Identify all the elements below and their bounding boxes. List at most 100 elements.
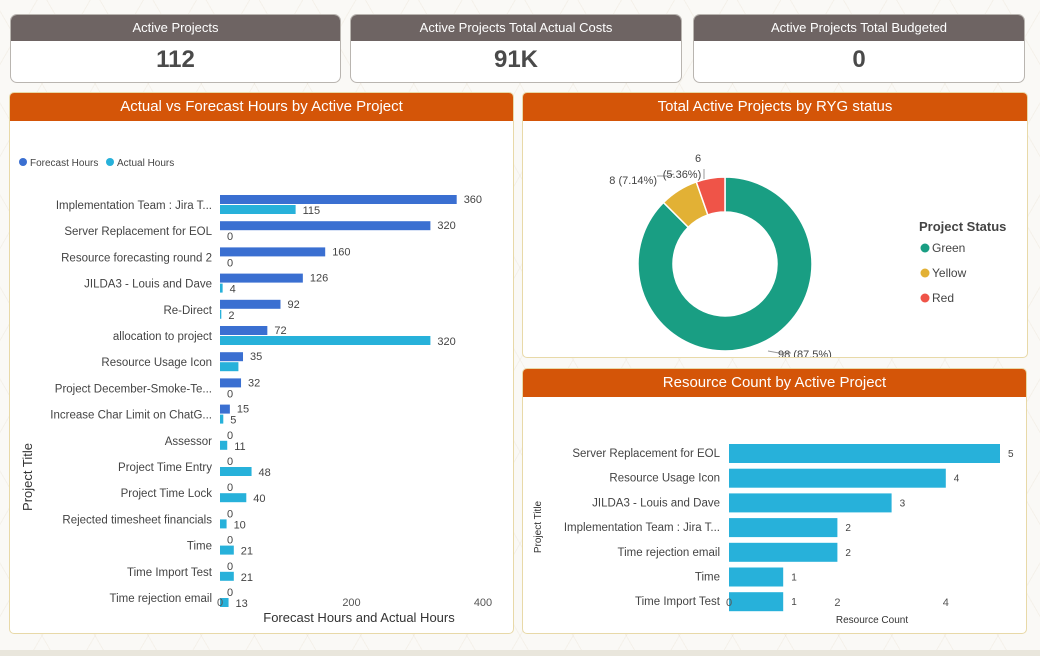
y-tick-label: Time Import Test bbox=[127, 567, 213, 579]
actual-data-label: 21 bbox=[241, 546, 253, 558]
legend-label-yellow: Yellow bbox=[932, 266, 967, 280]
yellow-data-label: 8 (7.14%) bbox=[609, 175, 657, 187]
forecast-data-label: 0 bbox=[227, 508, 233, 520]
y-tick-label: Assessor bbox=[165, 436, 212, 448]
y-tick-label: Time Import Test bbox=[635, 596, 721, 608]
resource-bar bbox=[729, 493, 892, 513]
forecast-data-label: 0 bbox=[227, 535, 233, 547]
resource-data-label: 4 bbox=[954, 474, 960, 485]
x-tick-label: 4 bbox=[943, 597, 949, 609]
actual-bar bbox=[220, 467, 252, 476]
kpi-total-budgeted[interactable]: Active Projects Total Budgeted 0 bbox=[693, 14, 1025, 83]
x-tick-label: 2 bbox=[834, 597, 840, 609]
x-tick-label: 0 bbox=[726, 597, 732, 609]
resource-data-label: 3 bbox=[900, 498, 906, 509]
actual-bar bbox=[220, 519, 227, 529]
actual-data-label: 4 bbox=[230, 284, 236, 296]
legend-label-actual: Actual Hours bbox=[117, 158, 174, 169]
kpi-value: 91K bbox=[493, 46, 539, 73]
forecast-bar bbox=[220, 352, 244, 362]
forecast-data-label: 15 bbox=[237, 404, 249, 416]
actual-data-label: 0 bbox=[227, 231, 233, 243]
resource-bar bbox=[729, 444, 1000, 463]
forecast-bar bbox=[220, 221, 431, 231]
actual-bar bbox=[220, 309, 222, 319]
kpi-value: 0 bbox=[852, 46, 866, 73]
y-tick-label: Time bbox=[187, 541, 212, 553]
actual-bar bbox=[220, 493, 247, 503]
actual-bar bbox=[220, 571, 234, 581]
actual-bar bbox=[220, 414, 224, 424]
y-tick-label: Project December-Smoke-Te... bbox=[55, 383, 212, 395]
resource-chart-panel[interactable]: Resource Count by Active Project Project… bbox=[522, 368, 1027, 634]
x-tick-label: 200 bbox=[342, 597, 360, 609]
forecast-data-label: 160 bbox=[332, 246, 350, 258]
forecast-data-label: 92 bbox=[287, 299, 299, 311]
kpi-label: Active Projects Total Actual Costs bbox=[351, 15, 681, 41]
actual-data-label: 320 bbox=[437, 336, 455, 348]
forecast-data-label: 35 bbox=[250, 351, 262, 363]
resource-data-label: 2 bbox=[845, 548, 851, 559]
actual-bar bbox=[220, 336, 431, 345]
red-data-pct: (5.36%) bbox=[663, 169, 702, 181]
actual-data-label: 0 bbox=[227, 388, 233, 400]
actual-bar bbox=[220, 545, 234, 555]
forecast-bar bbox=[220, 404, 230, 414]
legend-label-green: Green bbox=[932, 241, 965, 255]
actual-data-label: 13 bbox=[236, 598, 248, 610]
y-tick-label: Time rejection email bbox=[110, 593, 212, 605]
actual-data-label: 0 bbox=[227, 257, 233, 269]
actual-data-label: 48 bbox=[259, 467, 271, 479]
ryg-chart-panel[interactable]: Total Active Projects by RYG status 98 (… bbox=[522, 92, 1028, 358]
bottom-strip bbox=[0, 650, 1040, 656]
actual-data-label: 21 bbox=[241, 572, 253, 584]
forecast-bar bbox=[220, 378, 242, 388]
actual-data-label: 115 bbox=[303, 205, 321, 217]
actual-data-label: 40 bbox=[253, 493, 265, 505]
legend-label-red: Red bbox=[932, 291, 954, 305]
hours-chart-panel[interactable]: Actual vs Forecast Hours by Active Proje… bbox=[9, 92, 514, 634]
y-tick-label: Server Replacement for EOL bbox=[572, 448, 720, 460]
y-tick-label: Increase Char Limit on ChatG... bbox=[50, 410, 212, 422]
actual-data-label: 5 bbox=[230, 415, 236, 427]
hours-chart-title: Actual vs Forecast Hours by Active Proje… bbox=[10, 93, 513, 121]
forecast-data-label: 0 bbox=[227, 561, 233, 573]
ryg-chart-title: Total Active Projects by RYG status bbox=[523, 93, 1027, 121]
x-axis-title: Resource Count bbox=[836, 615, 908, 626]
kpi-label: Active Projects Total Budgeted bbox=[694, 15, 1024, 41]
kpi-value: 112 bbox=[156, 46, 195, 73]
actual-data-label: 10 bbox=[234, 519, 246, 531]
leader-line-green bbox=[767, 350, 791, 354]
resource-bar-chart: Project Title Server Replacement for EOL 5… bbox=[533, 444, 1014, 626]
y-tick-label: Resource forecasting round 2 bbox=[61, 252, 212, 264]
resource-bar bbox=[729, 518, 838, 538]
red-data-label: 6 bbox=[695, 153, 701, 165]
x-axis-title: Forecast Hours and Actual Hours bbox=[263, 610, 455, 625]
donut-slice-red bbox=[695, 176, 726, 216]
legend-marker-green bbox=[920, 243, 930, 253]
forecast-data-label: 32 bbox=[248, 377, 260, 389]
forecast-bar bbox=[220, 299, 281, 309]
x-tick-label: 400 bbox=[474, 597, 492, 609]
hours-bar-chart: Forecast Hours Actual Hours Project Title I… bbox=[19, 158, 492, 625]
y-tick-label: JILDA3 - Louis and Dave bbox=[84, 279, 212, 291]
legend-label-forecast: Forecast Hours bbox=[30, 158, 98, 169]
forecast-data-label: 0 bbox=[227, 482, 233, 494]
forecast-data-label: 126 bbox=[310, 273, 328, 285]
actual-bar bbox=[220, 598, 229, 607]
y-tick-label: Implementation Team : Jira T... bbox=[564, 522, 720, 534]
forecast-bar bbox=[220, 247, 326, 257]
resource-bar bbox=[729, 592, 784, 612]
actual-data-label: 11 bbox=[234, 441, 245, 453]
y-tick-label: Time bbox=[695, 572, 720, 584]
forecast-bar bbox=[220, 326, 268, 335]
y-tick-label: Project Time Lock bbox=[121, 488, 213, 500]
kpi-total-actual-costs[interactable]: Active Projects Total Actual Costs 91K bbox=[350, 14, 682, 83]
legend-title: Project Status bbox=[919, 219, 1006, 234]
kpi-label: Active Projects bbox=[11, 15, 340, 41]
y-axis-title: Project Title bbox=[20, 443, 35, 511]
resource-data-label: 1 bbox=[791, 573, 797, 584]
kpi-active-projects[interactable]: Active Projects 112 bbox=[10, 14, 341, 83]
forecast-data-label: 360 bbox=[464, 194, 482, 206]
actual-bar bbox=[220, 205, 296, 214]
